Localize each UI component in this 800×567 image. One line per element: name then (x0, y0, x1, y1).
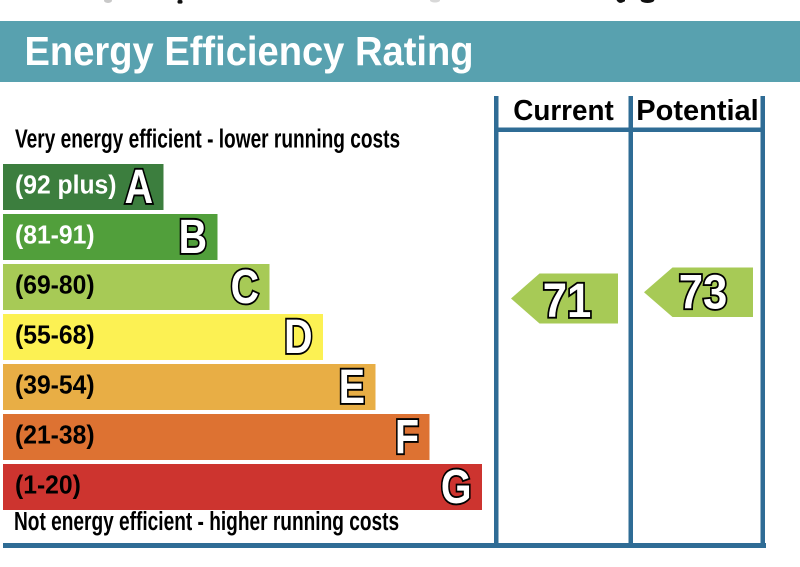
svg-text:(39-54): (39-54) (15, 371, 95, 400)
svg-text:(81-91): (81-91) (15, 221, 95, 250)
svg-text:G: G (441, 460, 472, 514)
svg-text:73: 73 (679, 265, 728, 319)
svg-text:(1-20): (1-20) (15, 471, 81, 500)
svg-text:Very energy efficient - lower: Very energy efficient - lower running co… (15, 124, 400, 154)
svg-text:71: 71 (543, 273, 592, 327)
svg-text:(69-80): (69-80) (15, 271, 95, 300)
svg-text:Current: Current (513, 94, 614, 127)
svg-text:E: E (339, 360, 365, 414)
svg-text:A: A (125, 160, 153, 214)
svg-text:Energy Efficiency Rating: Energy Efficiency Rating (25, 29, 474, 75)
svg-text:B: B (179, 210, 207, 264)
svg-text:C: C (231, 260, 259, 314)
svg-text:Not energy efficient - higher: Not energy efficient - higher running co… (14, 506, 399, 536)
svg-text:(55-68): (55-68) (15, 321, 95, 350)
svg-text:(21-38): (21-38) (15, 421, 95, 450)
svg-text:F: F (395, 410, 419, 464)
svg-text:D: D (284, 310, 312, 364)
svg-text:Potential: Potential (636, 95, 758, 127)
svg-text:(92 plus): (92 plus) (15, 171, 117, 200)
